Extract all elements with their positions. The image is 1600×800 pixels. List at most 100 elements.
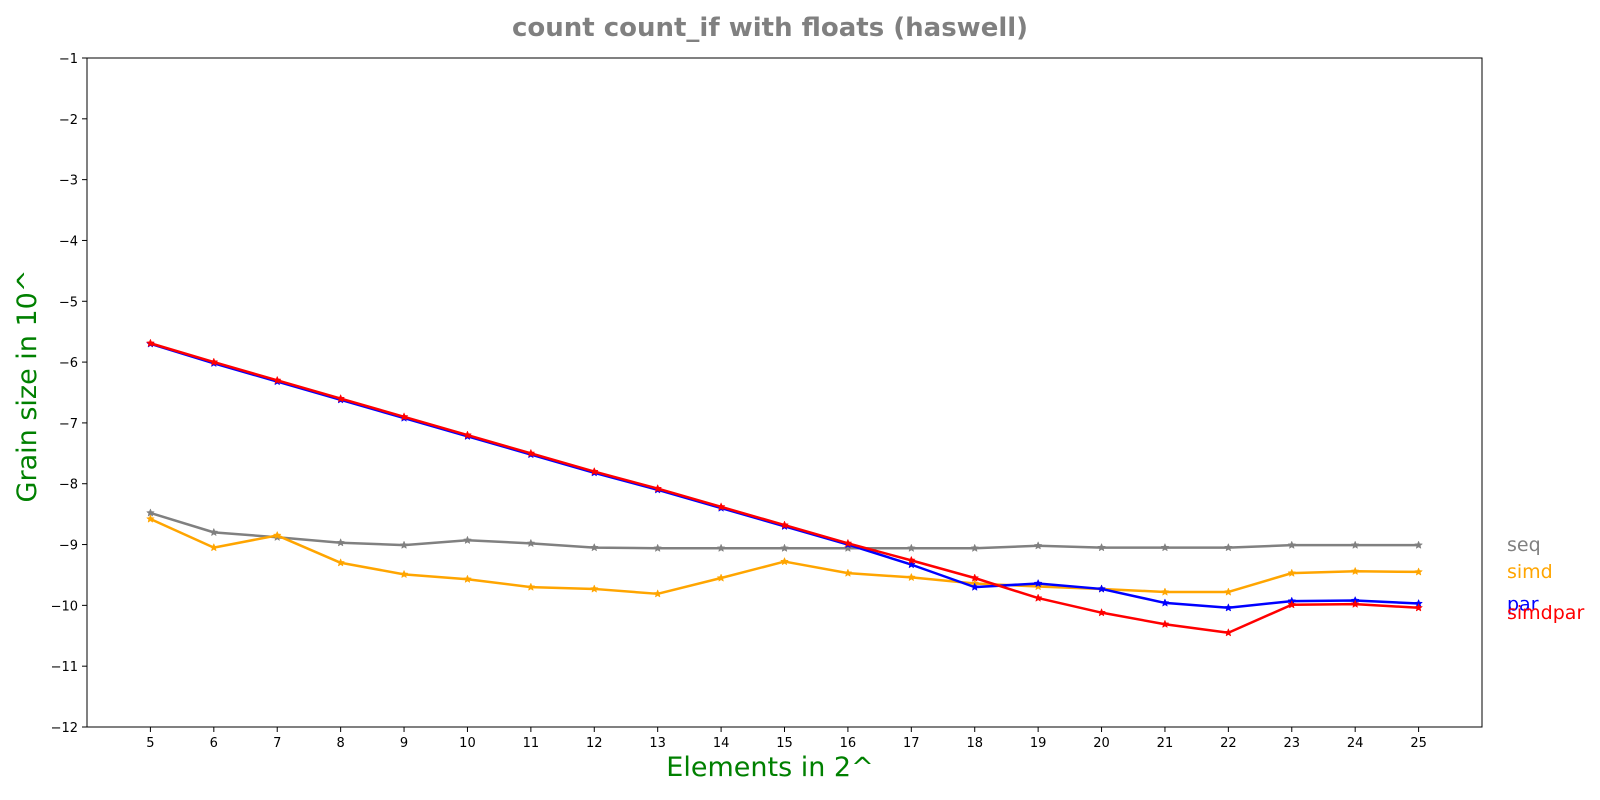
data-point-seq (906, 543, 916, 552)
data-point-simd (336, 558, 346, 567)
data-point-seq (336, 538, 346, 547)
series-simd (145, 514, 1424, 598)
data-point-simdpar (1223, 628, 1233, 637)
data-point-simd (399, 569, 409, 579)
y-tick-label: −3 (59, 174, 78, 189)
x-tick-label: 15 (776, 736, 793, 751)
x-tick-label: 24 (1347, 736, 1364, 751)
x-tick-label: 21 (1157, 736, 1174, 751)
y-axis-label: Grain size in 10^ (12, 270, 43, 503)
data-point-simdpar (1160, 619, 1170, 628)
data-point-simdpar (336, 393, 346, 403)
data-point-seq (843, 543, 853, 552)
y-tick-label: −6 (59, 356, 78, 371)
y-tick-label: −12 (51, 721, 78, 736)
x-tick-label: 14 (713, 736, 730, 751)
x-tick-label: 12 (586, 736, 603, 751)
data-point-simd (1287, 568, 1297, 577)
data-point-seq (526, 538, 536, 548)
data-point-simd (463, 574, 472, 583)
data-point-seq (1287, 540, 1297, 549)
x-tick-label: 23 (1283, 736, 1300, 751)
x-tick-label: 16 (840, 736, 857, 751)
data-point-simd (1414, 567, 1424, 576)
data-point-simdpar (780, 520, 789, 529)
y-tick-label: −10 (51, 599, 78, 614)
data-point-seq (1223, 542, 1233, 552)
data-point-seq (1097, 542, 1106, 552)
data-point-simdpar (653, 483, 663, 493)
data-point-par (970, 582, 980, 591)
data-point-seq (780, 543, 789, 552)
x-tick-label: 5 (146, 736, 154, 751)
y-tick-label: −5 (59, 295, 78, 310)
chart-title: count count_if with floats (haswell) (512, 13, 1028, 43)
data-point-seq (399, 540, 409, 549)
series-layer (145, 338, 1424, 637)
series-seq (145, 508, 1424, 552)
data-point-simdpar (463, 430, 472, 439)
y-tick-label: −9 (59, 539, 78, 554)
data-point-seq (970, 543, 980, 552)
data-point-simd (589, 584, 599, 593)
data-point-simd (653, 589, 663, 598)
data-point-simdpar (399, 412, 409, 421)
series-line-simd (149, 517, 1419, 596)
x-tick-label: 9 (400, 736, 408, 751)
data-point-simdpar (716, 502, 726, 511)
y-tick-label: −2 (59, 113, 78, 128)
data-point-seq (1033, 541, 1043, 550)
data-point-simd (906, 572, 916, 582)
x-tick-label: 17 (903, 736, 920, 751)
legend-label-simdpar: simdpar (1507, 602, 1584, 624)
x-tick-label: 20 (1093, 736, 1110, 751)
x-axis-label: Elements in 2^ (666, 752, 873, 783)
axes: 5 6 7 8 9 10 11 12 13 14 15 16 17 18 19 20 21 22 23 24 25 −12… (51, 52, 1483, 751)
legend-label-par: par (1507, 594, 1539, 616)
x-tick-label: 6 (210, 736, 218, 751)
y-tick-label: −8 (59, 478, 78, 493)
x-tick-label: 19 (1030, 736, 1047, 751)
x-tick-label: 13 (649, 736, 666, 751)
data-point-par (1223, 603, 1233, 612)
data-point-simdpar (589, 466, 599, 476)
data-point-simd (1033, 581, 1043, 591)
data-point-seq (209, 527, 219, 537)
y-tick-label: −7 (59, 417, 78, 432)
data-point-simd (843, 568, 853, 577)
data-point-simdpar (1287, 600, 1297, 609)
series-par (145, 339, 1424, 612)
data-point-par (1160, 598, 1170, 607)
data-point-simd (209, 542, 219, 552)
data-point-simdpar (970, 573, 980, 582)
legend-label-simd: simd (1507, 561, 1553, 583)
data-point-simd (716, 573, 726, 582)
data-point-simdpar (1414, 603, 1424, 612)
data-point-simd (272, 530, 282, 540)
data-point-simd (780, 556, 789, 566)
data-point-par (1097, 584, 1106, 593)
data-point-seq (1414, 540, 1424, 549)
data-point-simdpar (906, 555, 916, 565)
data-point-simd (1160, 587, 1170, 596)
x-tick-label: 25 (1410, 736, 1427, 751)
x-tick-label: 18 (966, 736, 983, 751)
data-point-simdpar (1033, 593, 1043, 602)
series-simdpar (145, 338, 1424, 637)
data-point-seq (716, 543, 726, 552)
data-point-seq (653, 543, 663, 552)
data-point-simdpar (843, 538, 853, 548)
series-line-par (150, 342, 1419, 610)
x-tick-label: 8 (336, 736, 344, 751)
data-point-simdpar (209, 357, 219, 366)
y-tick-label: −4 (59, 234, 78, 249)
data-point-par (1033, 578, 1043, 588)
data-point-simdpar (526, 448, 536, 458)
data-point-seq (1350, 540, 1360, 549)
y-tick-label: −1 (59, 52, 78, 67)
data-point-simdpar (1097, 608, 1106, 617)
plot-frame (86, 57, 1483, 728)
data-point-simd (145, 514, 155, 523)
